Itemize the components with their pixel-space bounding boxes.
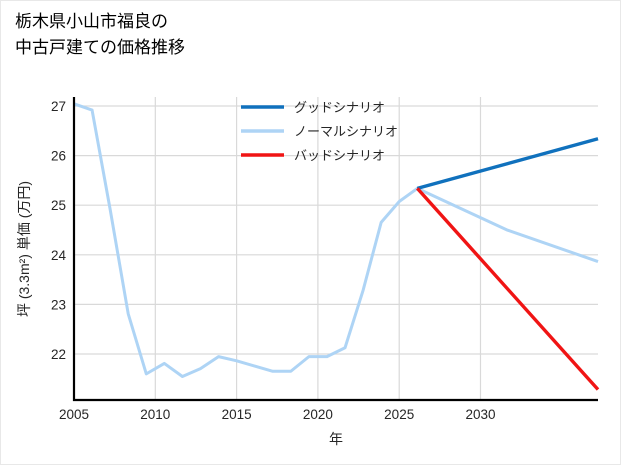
x-gridlines bbox=[154, 97, 482, 400]
x-tick-2010: 2010 bbox=[140, 407, 170, 422]
title-line-2: 中古戸建ての価格推移 bbox=[15, 38, 185, 57]
x-tick-2030: 2030 bbox=[465, 407, 495, 422]
x-tick-2020: 2020 bbox=[303, 407, 333, 422]
y-tick-24: 24 bbox=[51, 248, 67, 263]
series-good-scenario bbox=[416, 137, 599, 191]
y-tick-25: 25 bbox=[51, 198, 66, 213]
y-gridlines bbox=[74, 105, 598, 355]
title-line-1: 栃木県小山市福良の bbox=[15, 12, 168, 31]
x-axis-title: 年 bbox=[329, 431, 343, 447]
chart-legend: グッドシナリオ ノーマルシナリオ バッドシナリオ bbox=[241, 100, 398, 163]
legend-label-normal: ノーマルシナリオ bbox=[294, 124, 398, 139]
y-tick-labels: 27 26 25 24 23 22 bbox=[51, 99, 67, 362]
legend-label-bad: バッドシナリオ bbox=[294, 148, 385, 163]
series-normal-scenario bbox=[73, 102, 599, 378]
axis-spines bbox=[72, 97, 598, 402]
x-tick-labels: 2005 2010 2015 2020 2025 2030 bbox=[59, 407, 496, 422]
data-series-group bbox=[73, 102, 600, 391]
y-tick-27: 27 bbox=[51, 99, 66, 114]
x-tick-2005: 2005 bbox=[59, 407, 89, 422]
x-tick-2025: 2025 bbox=[384, 407, 414, 422]
y-tick-22: 22 bbox=[51, 347, 66, 362]
series-bad-scenario bbox=[416, 187, 600, 391]
page-title: 栃木県小山市福良の 中古戸建ての価格推移 bbox=[15, 9, 185, 61]
legend-label-good: グッドシナリオ bbox=[294, 100, 385, 115]
y-tick-26: 26 bbox=[51, 149, 66, 164]
x-tick-2015: 2015 bbox=[222, 407, 252, 422]
y-axis-title: 坪 (3.3m²) 単価 (万円) bbox=[16, 181, 32, 317]
y-tick-23: 23 bbox=[51, 297, 66, 312]
